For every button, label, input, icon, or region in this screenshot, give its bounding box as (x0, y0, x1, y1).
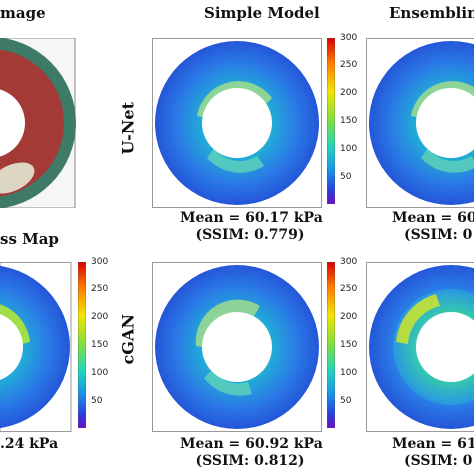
fibrous-region (0, 162, 35, 194)
caption-unet-ensemble: Mean = 60 (SSIM: 0 (392, 210, 474, 244)
ssim-value: (SSIM: 0 (404, 453, 473, 469)
heading-image: mage (0, 4, 46, 22)
ssim-value: (SSIM: 0 (404, 227, 473, 243)
myocardium-inner-ring (0, 49, 64, 197)
caption-ground-truth: .24 kPa (0, 436, 58, 453)
mean-value: Mean = 61 (392, 436, 474, 452)
mean-value: Mean = 60.17 kPa (180, 210, 323, 226)
ssim-value: (SSIM: 0.779) (195, 227, 305, 243)
heading-ensembling: Ensembling (389, 4, 474, 22)
mean-value: .24 kPa (0, 436, 59, 452)
unet-ensemble-stress-map (366, 38, 474, 208)
unet-simple-stress-map (152, 38, 322, 208)
cgan-simple-stress-map (152, 262, 322, 432)
input-image-panel (0, 38, 76, 208)
ground-truth-stress-map (0, 262, 72, 432)
lumen-hole (202, 88, 272, 158)
caption-cgan-ensemble: Mean = 61 (SSIM: 0 (392, 436, 474, 470)
row-label-cgan: cGAN (118, 314, 138, 365)
caption-cgan-simple: Mean = 60.92 kPa (SSIM: 0.812) (180, 436, 323, 470)
cgan-ensemble-stress-map (366, 262, 474, 432)
row-label-unet: U-Net (118, 101, 138, 155)
colorbar-ground-truth (77, 261, 87, 429)
colorbar-unet-simple (326, 37, 336, 205)
mean-value: Mean = 60 (392, 210, 474, 226)
heading-simple-model: Simple Model (204, 4, 320, 22)
caption-unet-simple: Mean = 60.17 kPa (SSIM: 0.779) (180, 210, 323, 244)
colorbar-cgan-simple (326, 261, 336, 429)
heading-stress-map: ss Map (0, 230, 59, 248)
ssim-value: (SSIM: 0.812) (195, 453, 305, 469)
mean-value: Mean = 60.92 kPa (180, 436, 323, 452)
lumen-hole (0, 89, 25, 157)
